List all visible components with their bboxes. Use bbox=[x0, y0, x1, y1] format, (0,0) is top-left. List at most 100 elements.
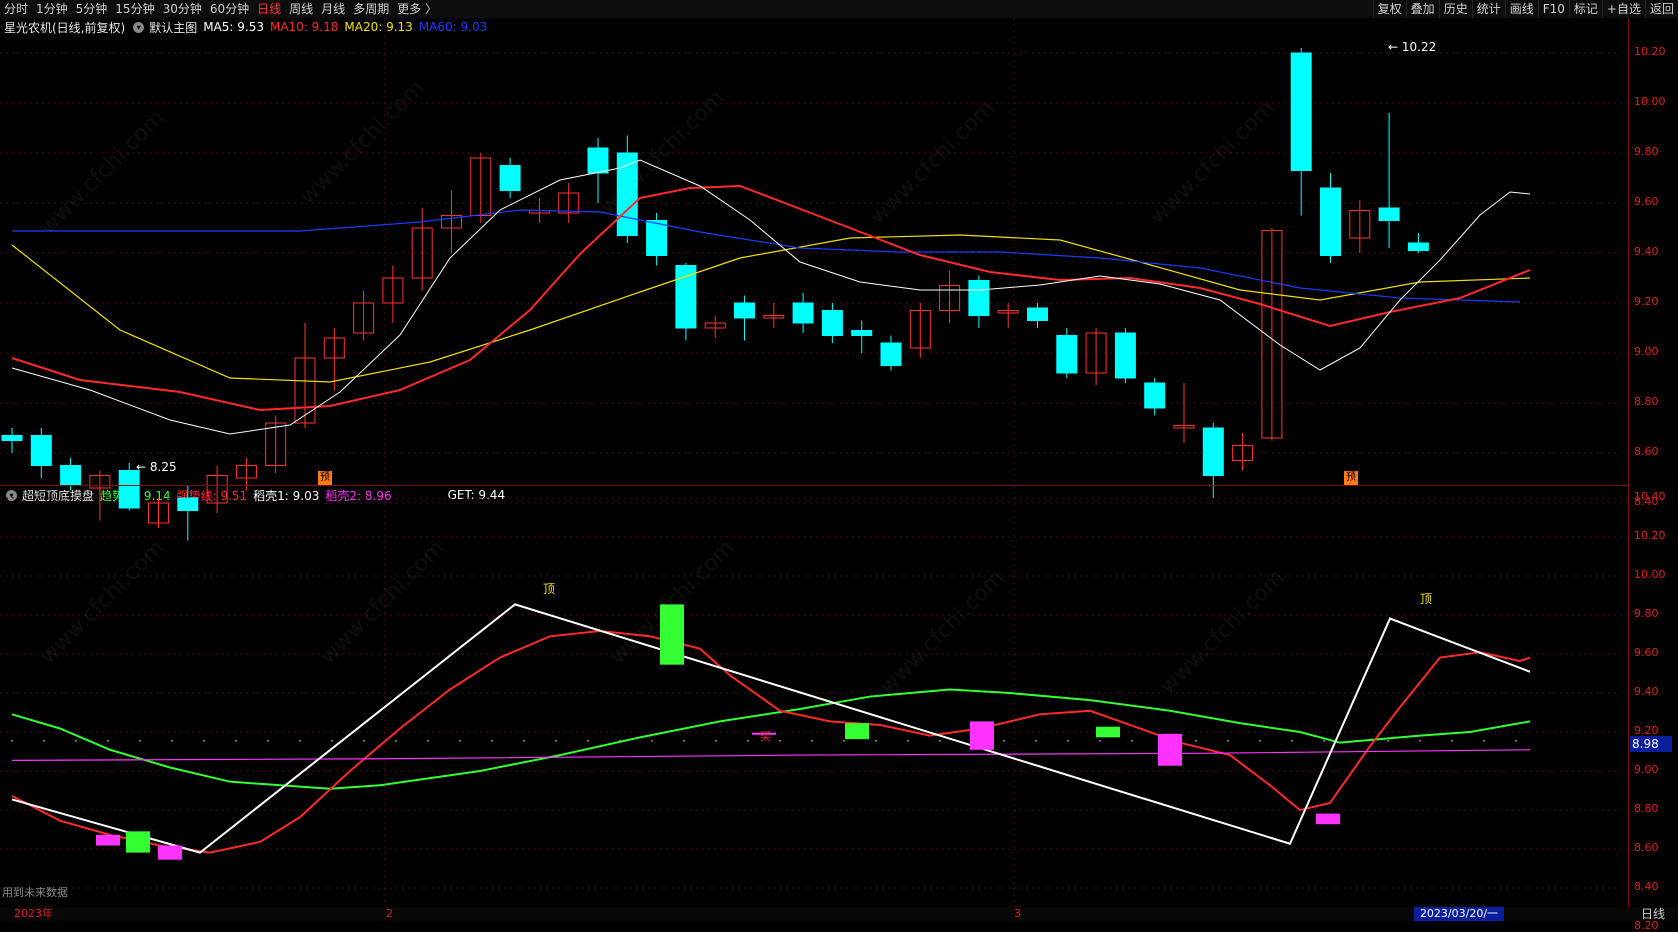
shell1-dot bbox=[843, 740, 845, 742]
candle-body bbox=[177, 497, 199, 511]
tool-button[interactable]: +自选 bbox=[1601, 0, 1645, 18]
candle-body bbox=[499, 165, 521, 191]
signal-bar bbox=[845, 723, 869, 740]
shell1-dot bbox=[235, 740, 237, 742]
period-tabs: 分时 1分钟 5分钟 15分钟 30分钟 60分钟 日线 周线 月线 多周期 更多 〉 bbox=[0, 0, 441, 18]
candle-body bbox=[411, 227, 433, 279]
period-indicator[interactable]: 日线 bbox=[1640, 907, 1665, 921]
candle-body bbox=[1290, 52, 1312, 171]
candle-body bbox=[1056, 335, 1078, 374]
event-marker-2[interactable]: 预 bbox=[1344, 471, 1358, 485]
tool-button[interactable]: 叠加 bbox=[1405, 0, 1439, 18]
top-label-1: 顶 bbox=[543, 582, 556, 596]
candle-body bbox=[939, 285, 961, 311]
candle-body bbox=[470, 157, 492, 216]
shell1-dot bbox=[1451, 740, 1453, 742]
ma60-line bbox=[12, 209, 1521, 303]
sub-axis-tick: 10.40 bbox=[1634, 490, 1666, 503]
tool-button[interactable]: 复权 bbox=[1372, 0, 1406, 18]
period-tab[interactable]: 月线 bbox=[321, 2, 346, 16]
candle-body bbox=[880, 342, 902, 366]
shell1-dot bbox=[75, 740, 77, 742]
get-label: GET: 9.44 bbox=[447, 488, 506, 502]
period-tab[interactable]: 60分钟 bbox=[209, 2, 250, 16]
shell2-label: 稻壳2: 8.96 bbox=[325, 488, 392, 503]
tool-button[interactable]: 历史 bbox=[1438, 0, 1472, 18]
candle-body bbox=[997, 310, 1019, 314]
ma60-label: MA60: 9.03 bbox=[418, 20, 488, 34]
period-tab[interactable]: 30分钟 bbox=[162, 2, 202, 16]
dropdown-circle-icon[interactable]: ▾ bbox=[6, 489, 17, 501]
date-month-2: 2 bbox=[386, 907, 393, 920]
period-tab[interactable]: 1分钟 bbox=[36, 2, 68, 16]
ma5-label: MA5: 9.53 bbox=[203, 20, 264, 34]
tool-button[interactable]: 返回 bbox=[1644, 0, 1678, 18]
candle-body bbox=[60, 465, 82, 486]
period-tab[interactable]: 15分钟 bbox=[115, 2, 155, 16]
shell1-dot bbox=[1067, 740, 1069, 742]
shell1-dot bbox=[1291, 740, 1293, 742]
candle-body bbox=[148, 502, 169, 524]
signal-bar bbox=[1316, 813, 1340, 825]
high-price-label: ← 10.22 bbox=[1388, 40, 1437, 54]
tool-button[interactable]: F10 bbox=[1537, 0, 1569, 18]
tool-button[interactable]: 画线 bbox=[1504, 0, 1538, 18]
sub-axis-tick: 9.80 bbox=[1634, 607, 1659, 620]
sub-axis-tick: 10.20 bbox=[1634, 529, 1666, 542]
period-tab[interactable]: 分时 bbox=[4, 2, 29, 16]
mark-button[interactable]: 标记 bbox=[1568, 0, 1602, 18]
tool-button[interactable]: 统计 bbox=[1471, 0, 1505, 18]
candle-body bbox=[792, 302, 814, 324]
sub-axis-tick: 8.80 bbox=[1634, 802, 1659, 815]
period-tab[interactable]: 周线 bbox=[289, 2, 314, 16]
date-year: 2023年 bbox=[14, 907, 53, 920]
shell1-dot bbox=[1419, 740, 1421, 742]
period-tab[interactable]: 日线 bbox=[257, 2, 282, 16]
period-tab[interactable]: 5分钟 bbox=[75, 2, 108, 16]
shell1-dot bbox=[43, 740, 45, 742]
get-line bbox=[11, 603, 1531, 854]
indicator-name[interactable]: 超短顶底摸盘 bbox=[22, 488, 95, 503]
shell1-dot bbox=[491, 740, 493, 742]
shell1-dot bbox=[683, 740, 685, 742]
sub-axis-tick: 9.20 bbox=[1634, 724, 1659, 737]
main-axis-tick: 8.60 bbox=[1634, 445, 1659, 458]
main-axis-tick: 9.00 bbox=[1634, 345, 1659, 358]
sub-axis-tick: 10.00 bbox=[1634, 568, 1666, 581]
shell1-dot bbox=[875, 740, 877, 742]
signal-bar bbox=[660, 604, 684, 665]
shell1-dot bbox=[427, 740, 429, 742]
top-toolbar: 分时 1分钟 5分钟 15分钟 30分钟 60分钟 日线 周线 月线 多周期 更多 〉 复权 叠加 历史… bbox=[0, 0, 1678, 18]
candle-body bbox=[206, 475, 228, 504]
period-tab[interactable]: 更多 〉 bbox=[397, 2, 438, 16]
signal-bar bbox=[1096, 726, 1120, 738]
shell1-dot bbox=[587, 740, 589, 742]
shell1-dot bbox=[331, 740, 333, 742]
signal-bar bbox=[970, 721, 994, 750]
ma5-line bbox=[11, 159, 1531, 435]
dropdown-circle-icon[interactable]: ▾ bbox=[133, 21, 145, 33]
candle-body bbox=[675, 265, 697, 329]
chart-name[interactable]: 默认主图 bbox=[149, 20, 198, 35]
shell1-dot bbox=[1003, 740, 1005, 742]
event-marker-1[interactable]: 预 bbox=[318, 471, 332, 485]
strong-line bbox=[11, 629, 1531, 854]
shell1-dot bbox=[1323, 740, 1325, 742]
shell1-dot bbox=[1355, 740, 1357, 742]
shell1-dot bbox=[1099, 740, 1101, 742]
ma20-label: MA20: 9.13 bbox=[344, 20, 413, 34]
shell1-dot bbox=[107, 740, 109, 742]
stock-title: 星光农机(日线,前复权) bbox=[4, 20, 126, 35]
shell1-dot bbox=[779, 740, 781, 742]
candle-body bbox=[646, 220, 668, 256]
period-tab[interactable]: 多周期 bbox=[353, 2, 390, 16]
future-data-note: 用到未来数据 bbox=[2, 886, 68, 899]
sub-axis-tick: 9.60 bbox=[1634, 646, 1659, 659]
candle-body bbox=[587, 147, 609, 174]
shell1-dot bbox=[619, 740, 621, 742]
main-axis-tick: 9.80 bbox=[1634, 145, 1659, 158]
main-axis-tick: 8.80 bbox=[1634, 395, 1659, 408]
shell1-dot bbox=[267, 740, 269, 742]
main-axis-tick: 10.00 bbox=[1634, 95, 1666, 108]
